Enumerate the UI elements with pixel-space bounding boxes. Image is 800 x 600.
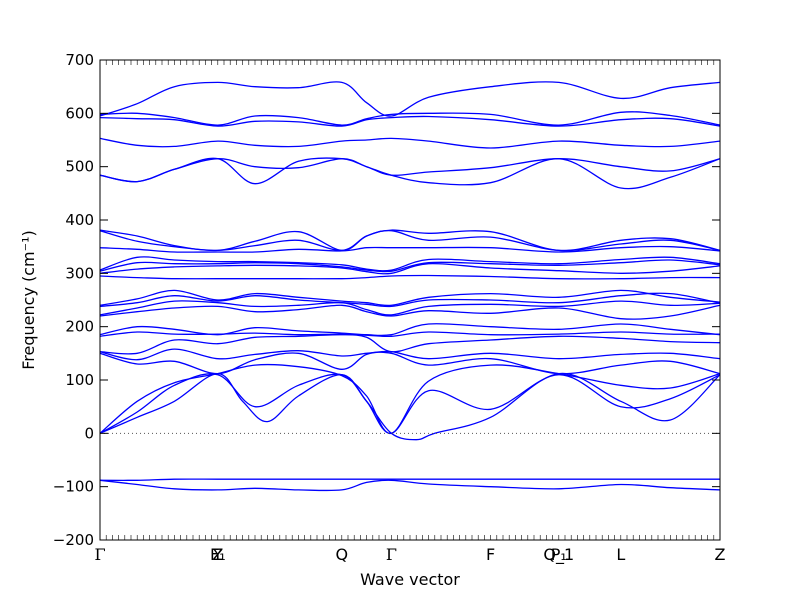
- band-line-8: [99, 229, 721, 252]
- band-line-10: [99, 256, 721, 272]
- band-line-4: [99, 137, 721, 149]
- x-tick-label: Z: [212, 545, 223, 564]
- x-tick-label: F: [486, 545, 495, 564]
- band-line-9: [99, 245, 721, 253]
- x-tick-label: F₁: [210, 545, 226, 564]
- band-line-2: [99, 111, 721, 126]
- y-axis-label: Frequency (cm⁻¹): [19, 230, 38, 369]
- band-line-11: [99, 259, 721, 273]
- y-tick-label: 100: [65, 371, 94, 389]
- x-tick-label: Q_1: [543, 545, 574, 565]
- band-line-25: [99, 372, 721, 441]
- y-tick-label: 700: [65, 51, 94, 69]
- plot-frame: [99, 59, 721, 541]
- x-tick-label: Γ: [386, 545, 397, 564]
- band-line-26: [99, 478, 720, 481]
- x-tick-label: Y: [212, 545, 223, 564]
- y-tick-label: 200: [65, 318, 94, 336]
- x-tick-label: Z: [715, 545, 726, 564]
- band-line-23: [99, 363, 721, 434]
- x-axis-label: Wave vector: [360, 570, 460, 589]
- band-line-3: [99, 115, 721, 127]
- band-line-13: [99, 274, 721, 280]
- band-line-17: [99, 304, 721, 320]
- band-line-19: [99, 331, 721, 338]
- x-tick-label: Γ: [94, 545, 105, 564]
- band-lines: [99, 81, 721, 492]
- y-tick-label: 0: [84, 424, 94, 442]
- band-line-16: [99, 300, 721, 316]
- x-tick-label: Q: [336, 545, 349, 564]
- y-tick-label: −200: [53, 531, 94, 549]
- band-line-21: [99, 348, 721, 361]
- band-line-14: [99, 289, 721, 307]
- band-line-22: [99, 351, 721, 375]
- y-axis-ticks: −200 −100 0 100 200 300 400 500 600 700: [53, 51, 720, 549]
- minor-ticks: [99, 60, 721, 540]
- y-tick-label: −100: [53, 478, 94, 496]
- band-line-1: [99, 81, 721, 117]
- y-tick-label: 600: [65, 104, 94, 122]
- y-tick-label: 300: [65, 264, 94, 282]
- band-line-6: [99, 157, 721, 190]
- y-tick-label: 400: [65, 211, 94, 229]
- x-tick-label: P₁: [551, 545, 567, 564]
- band-line-27: [99, 479, 721, 492]
- band-line-20: [99, 334, 721, 355]
- band-line-12: [99, 262, 721, 275]
- band-line-15: [99, 292, 721, 308]
- y-tick-label: 500: [65, 158, 94, 176]
- x-tick-label: L: [616, 545, 625, 564]
